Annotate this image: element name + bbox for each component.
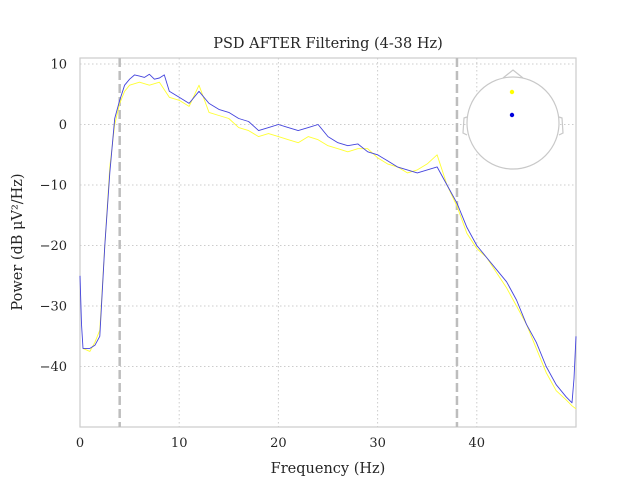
left-ear	[462, 116, 468, 136]
y-tick-label-4: −30	[40, 300, 67, 315]
x-tick-label-2: 20	[270, 436, 287, 451]
psd-line-1	[82, 81, 577, 410]
y-tick-labels: 10 0 −10 −20 −30 −40	[40, 58, 67, 375]
y-tick-label-2: −10	[40, 179, 67, 194]
head-outline	[466, 76, 560, 170]
filter-band-markers	[118, 58, 459, 427]
x-tick-labels: 0 10 20 30 40	[76, 436, 485, 451]
y-tick-label-5: −40	[40, 360, 67, 375]
y-tick-label-1: 0	[59, 118, 67, 133]
head-nose	[502, 69, 524, 79]
x-tick-label-0: 0	[76, 436, 84, 451]
psd-line-0	[79, 73, 577, 404]
y-tick-label-0: 10	[50, 58, 67, 73]
y-tick-label-3: −20	[40, 239, 67, 254]
right-ear	[558, 116, 564, 136]
sensor-dot-blue	[509, 112, 515, 118]
sensor-location-inset	[462, 69, 564, 170]
chart-title: PSD AFTER Filtering (4-38 Hz)	[213, 36, 443, 52]
sensor-dot-yellow	[509, 89, 515, 95]
psd-series	[79, 73, 577, 410]
x-tick-label-1: 10	[171, 436, 188, 451]
x-tick-label-3: 30	[369, 436, 386, 451]
y-axis-label: Power (dB μV²/Hz)	[10, 173, 26, 310]
x-tick-label-4: 40	[469, 436, 486, 451]
x-axis-label: Frequency (Hz)	[271, 461, 386, 477]
